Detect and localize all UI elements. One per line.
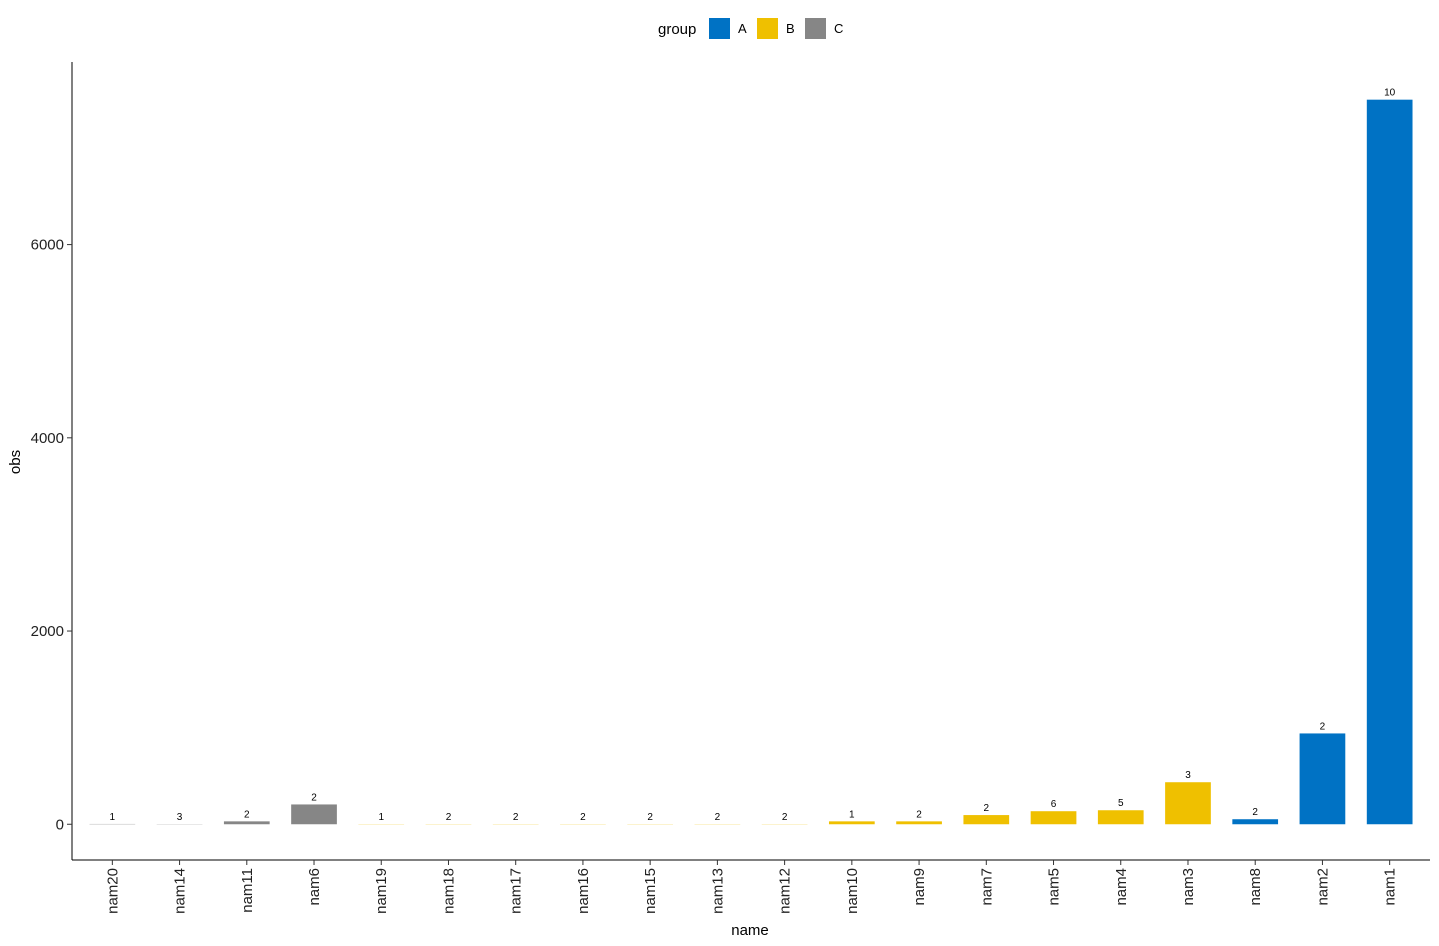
x-tick-label: nam7	[978, 868, 995, 906]
y-tick-label: 4000	[31, 430, 64, 447]
bar-label: 2	[984, 803, 990, 814]
y-tick-label: 0	[56, 816, 64, 833]
x-tick-label: nam6	[306, 868, 323, 906]
y-tick-label: 2000	[31, 623, 64, 640]
bar	[1232, 819, 1279, 825]
x-tick-label: nam18	[440, 868, 457, 914]
bar-label: 2	[311, 792, 317, 803]
bar-label: 2	[715, 812, 721, 823]
legend-label: C	[834, 21, 843, 36]
legend-swatch	[757, 18, 778, 39]
legend-swatch	[709, 18, 730, 39]
x-tick-label: nam15	[642, 868, 659, 914]
y-axis-title: obs	[7, 450, 24, 474]
legend-label: A	[738, 21, 747, 36]
legend-label: B	[786, 21, 795, 36]
bar	[1299, 733, 1346, 825]
bar-label: 1	[378, 812, 384, 823]
bar-label: 2	[1252, 807, 1258, 818]
bar	[1366, 99, 1413, 825]
bar	[223, 821, 270, 825]
bar	[1097, 810, 1144, 825]
bar-label: 10	[1384, 88, 1396, 99]
x-tick-label: nam10	[844, 868, 861, 914]
x-tick-label: nam9	[911, 868, 928, 906]
x-tick-label: nam4	[1113, 868, 1130, 906]
bar-label: 3	[177, 812, 183, 823]
legend-swatch	[805, 18, 826, 39]
x-tick-label: nam3	[1180, 868, 1197, 906]
bar	[291, 804, 337, 825]
bar	[896, 821, 942, 825]
y-tick-label: 6000	[31, 237, 64, 254]
x-tick-label: nam14	[172, 868, 189, 914]
x-tick-label: nam20	[104, 868, 121, 914]
x-tick-label: nam13	[709, 868, 726, 914]
bar-label: 3	[1185, 770, 1191, 781]
x-tick-label: nam19	[373, 868, 390, 914]
bar-label: 5	[1118, 798, 1124, 809]
bar-label: 6	[1051, 799, 1057, 810]
x-tick-label: nam8	[1247, 868, 1264, 906]
bar-label: 2	[446, 812, 452, 823]
x-tick-label: nam17	[508, 868, 525, 914]
legend-title: group	[658, 21, 696, 38]
bar	[963, 815, 1010, 825]
x-tick-label: nam11	[239, 868, 256, 913]
bar	[828, 821, 875, 825]
x-tick-label: nam1	[1382, 868, 1399, 906]
bar-label: 2	[1320, 721, 1326, 732]
bar-label: 2	[513, 812, 519, 823]
bar-label: 2	[580, 812, 586, 823]
bar-label: 2	[916, 809, 922, 820]
bar-label: 1	[849, 809, 855, 820]
bar-label: 1	[110, 812, 116, 823]
x-tick-label: nam2	[1314, 868, 1331, 906]
x-tick-label: nam16	[575, 868, 592, 914]
bar-label: 2	[782, 812, 788, 823]
x-tick-label: nam12	[777, 868, 794, 914]
bar-label: 2	[647, 812, 653, 823]
x-axis-title: name	[731, 922, 769, 939]
x-tick-label: nam5	[1046, 868, 1063, 906]
bar	[1165, 782, 1211, 825]
bar-label: 2	[244, 809, 250, 820]
bar	[1030, 811, 1077, 825]
